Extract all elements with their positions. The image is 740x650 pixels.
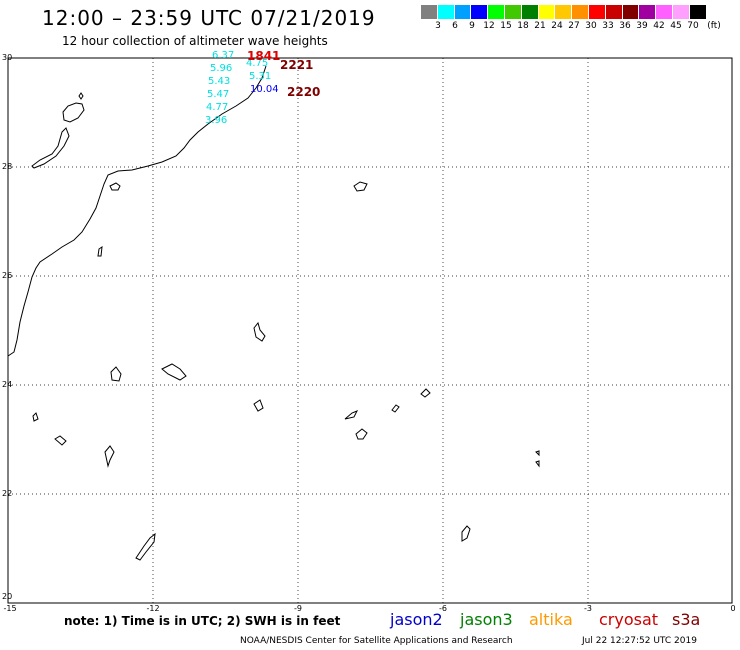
island [253, 321, 266, 342]
satellite-legend-jason2: jason2 [390, 610, 443, 629]
scale-swatch-13 [639, 5, 657, 19]
lat-tick-label: 20 [2, 592, 13, 601]
african-coastline [7, 65, 267, 357]
scale-swatch-7 [538, 5, 556, 19]
satellite-legend-altika: altika [529, 610, 573, 629]
island [109, 182, 121, 191]
swh-value: 10.04 [250, 84, 279, 95]
color-scale-swatches [421, 5, 707, 19]
scale-tick: 30 [585, 21, 597, 31]
lat-tick-label: 30 [2, 53, 13, 62]
pass-time-label: 2221 [280, 58, 314, 72]
island [135, 532, 156, 561]
swh-value: 4.75 [246, 58, 269, 69]
footer-note: note: 1) Time is in UTC; 2) SWH is in fe… [64, 614, 341, 628]
island [344, 410, 359, 420]
madeira-east-islet [31, 127, 70, 169]
scale-swatch-14 [656, 5, 673, 19]
scale-swatch-0 [421, 5, 438, 19]
scale-swatch-16 [689, 5, 707, 19]
scale-tick: 12 [483, 21, 495, 31]
lon-tick-label: -15 [3, 604, 17, 613]
islet [535, 450, 540, 457]
swh-value: 5.47 [207, 89, 230, 100]
pass-time-label: 1841 [247, 49, 281, 63]
swh-value: 5.43 [208, 76, 231, 87]
lon-tick-label: -12 [146, 604, 160, 613]
scale-tick: (ft) [707, 21, 721, 31]
scale-swatch-11 [605, 5, 623, 19]
lon-tick-label: -9 [294, 604, 302, 613]
wave-height-color-scale: 3 6 9 12 15 18 21 24 27 30 33 36 39 42 4… [421, 5, 721, 31]
scale-swatch-9 [572, 5, 589, 19]
scale-swatch-6 [521, 5, 539, 19]
scale-tick: 27 [568, 21, 580, 31]
scale-tick: 36 [619, 21, 631, 31]
map-title: 12:00 – 23:59 UTC 07/21/2019 [42, 6, 376, 30]
scale-swatch-5 [504, 5, 522, 19]
scale-tick: 42 [653, 21, 665, 31]
coastlines [7, 65, 540, 561]
scale-swatch-3 [471, 5, 489, 19]
scale-tick: 21 [534, 21, 546, 31]
scale-tick: 15 [500, 21, 512, 31]
islet [32, 412, 39, 422]
scale-swatch-15 [672, 5, 690, 19]
island [353, 181, 368, 192]
islet [535, 460, 540, 468]
scale-tick: 70 [687, 21, 699, 31]
scale-tick: 33 [602, 21, 614, 31]
lat-tick-label: 26 [2, 271, 13, 280]
island [104, 445, 115, 468]
scale-swatch-10 [588, 5, 606, 19]
scale-swatch-1 [437, 5, 455, 19]
swh-value: 5.96 [210, 63, 233, 74]
island [253, 399, 264, 412]
swh-value: 6.37 [212, 50, 235, 61]
madeira-island [62, 102, 85, 123]
porto-santo-island [78, 92, 84, 100]
island [355, 428, 368, 440]
lon-tick-label: -3 [584, 604, 592, 613]
map-subtitle: 12 hour collection of altimeter wave hei… [62, 34, 328, 48]
islet [391, 404, 400, 413]
map-frame [7, 57, 733, 604]
scale-tick: 45 [670, 21, 682, 31]
scale-tick: 6 [452, 21, 458, 31]
lat-tick-label: 22 [2, 489, 13, 498]
generation-timestamp: Jul 22 12:27:52 UTC 2019 [582, 636, 697, 646]
scale-tick: 39 [636, 21, 648, 31]
credit-line: NOAA/NESDIS Center for Satellite Applica… [240, 636, 513, 646]
island [161, 363, 187, 381]
lat-tick-label: 28 [2, 162, 13, 171]
scale-swatch-12 [622, 5, 640, 19]
satellite-legend-s3a: s3a [672, 610, 701, 629]
swh-value: 5.31 [249, 71, 272, 82]
lon-tick-label: 0 [730, 604, 736, 613]
scale-swatch-8 [555, 5, 573, 19]
scale-tick: 18 [517, 21, 529, 31]
lat-tick-label: 24 [2, 380, 13, 389]
satellite-legend-jason3: jason3 [460, 610, 513, 629]
scale-tick: 9 [469, 21, 475, 31]
island [461, 525, 471, 542]
island [54, 435, 67, 446]
pass-time-label: 2220 [287, 85, 321, 99]
graticule [8, 58, 732, 603]
scale-tick: 24 [551, 21, 563, 31]
scale-swatch-4 [488, 5, 505, 19]
swh-value: 4.77 [206, 102, 229, 113]
color-scale-ticks: 3 6 9 12 15 18 21 24 27 30 33 36 39 42 4… [421, 19, 721, 31]
islet [97, 245, 103, 257]
islet [420, 388, 431, 398]
lon-tick-label: -6 [439, 604, 447, 613]
satellite-legend-cryosat: cryosat [599, 610, 659, 629]
scale-tick: 3 [435, 21, 441, 31]
swh-value: 3.96 [205, 115, 228, 126]
scale-swatch-2 [454, 5, 472, 19]
island [110, 366, 122, 382]
